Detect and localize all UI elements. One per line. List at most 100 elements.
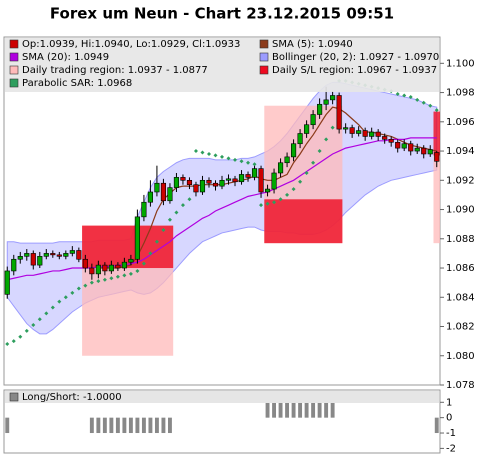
sar-dot xyxy=(109,276,114,281)
candle-body xyxy=(291,143,297,158)
plot-background xyxy=(3,36,441,386)
candle-body xyxy=(271,172,277,190)
sar-dot xyxy=(200,150,205,155)
candle-body xyxy=(258,168,264,193)
candle-body xyxy=(206,179,212,184)
sar-dot xyxy=(102,277,107,282)
y-tick-label: 1.090 xyxy=(446,205,475,216)
legend-swatch xyxy=(259,65,269,75)
bar xyxy=(311,402,316,418)
sar-dot xyxy=(252,162,257,167)
candle-body xyxy=(343,127,349,130)
sar-dot xyxy=(122,273,127,278)
sar-dot xyxy=(408,94,413,99)
candle-body xyxy=(37,256,43,266)
y-tick-label: 1.084 xyxy=(446,292,475,303)
region xyxy=(433,111,440,156)
bar xyxy=(265,402,270,418)
candle-body xyxy=(277,162,284,174)
y-tick-label: 1.086 xyxy=(446,263,475,274)
candle-body xyxy=(382,136,388,140)
sar-dot xyxy=(83,283,88,288)
candle-body xyxy=(375,131,381,137)
sar-dot xyxy=(421,100,426,105)
sar-dot xyxy=(115,274,120,279)
legend-background xyxy=(5,38,439,92)
candle-body xyxy=(56,254,62,257)
sar-dot xyxy=(298,179,303,184)
y-tick-label: 1.100 xyxy=(446,58,475,69)
bar xyxy=(434,417,439,434)
candle-body xyxy=(147,191,153,203)
y-tick-label: 1.088 xyxy=(446,234,475,245)
legend-background xyxy=(5,391,439,403)
bar xyxy=(135,417,140,434)
bar xyxy=(102,417,107,434)
sar-dot xyxy=(193,149,198,154)
sar-dot xyxy=(154,239,159,244)
legend-swatch xyxy=(9,78,19,88)
bar xyxy=(161,417,166,434)
candle-body xyxy=(24,253,30,257)
candle-body xyxy=(50,253,56,256)
bar xyxy=(317,402,322,418)
candle-body xyxy=(427,149,433,155)
candle-body xyxy=(134,216,140,260)
candle-body xyxy=(63,253,69,257)
sar-dot xyxy=(174,210,179,215)
candle-body xyxy=(245,174,251,178)
candle-body xyxy=(11,258,17,272)
candle-body xyxy=(128,258,134,263)
candle-body xyxy=(76,250,82,260)
candle-body xyxy=(317,103,323,115)
candle-body xyxy=(225,178,232,181)
bar xyxy=(115,417,120,434)
candle-body xyxy=(336,95,342,130)
candle-body xyxy=(304,124,310,134)
sar-dot xyxy=(415,97,420,102)
candle-body xyxy=(349,127,355,134)
candle-body xyxy=(408,143,414,152)
candle-body xyxy=(310,114,316,126)
bar xyxy=(291,402,296,418)
bar xyxy=(96,417,101,434)
legend-label: Op:1.0939, Hi:1.0940, Lo:1.0929, Cl:1.09… xyxy=(22,39,240,50)
candle-body xyxy=(297,133,303,145)
bar xyxy=(89,417,94,434)
candle-body xyxy=(89,267,95,275)
candle-body xyxy=(30,253,36,266)
bar xyxy=(5,417,10,434)
bar xyxy=(272,402,277,418)
y-tick-label: 1.082 xyxy=(446,322,475,333)
bar xyxy=(148,417,153,434)
candle-body xyxy=(102,264,108,272)
bar xyxy=(285,402,290,418)
legend-swatch xyxy=(259,39,269,49)
candle-body xyxy=(186,179,193,185)
bar xyxy=(278,402,283,418)
indicator-line xyxy=(7,137,437,281)
sar-dot xyxy=(76,286,81,291)
bar xyxy=(109,417,114,434)
bar xyxy=(304,402,309,418)
region xyxy=(82,225,174,269)
candle-body xyxy=(414,147,420,152)
chart-title: Forex um Neun - Chart 23.12.2015 09:51 xyxy=(50,5,394,23)
candle-body xyxy=(154,182,160,193)
y-tick-label: 1.096 xyxy=(446,117,475,128)
bar xyxy=(167,417,172,434)
y-tick-label: 0 xyxy=(446,413,452,424)
candle-body xyxy=(121,261,127,269)
sar-dot xyxy=(402,93,407,98)
sar-dot xyxy=(428,103,433,108)
candle-body xyxy=(264,188,271,193)
candle-body xyxy=(362,130,368,137)
y-tick-label: 1 xyxy=(446,397,452,408)
y-tick-label: 1.098 xyxy=(446,88,475,99)
candle-body xyxy=(199,179,206,193)
sar-dot xyxy=(259,203,264,208)
candle-body xyxy=(193,184,199,193)
candle-body xyxy=(4,270,10,295)
legend-label: Parabolic SAR: 1.0968 xyxy=(22,78,132,89)
sar-dot xyxy=(213,153,218,158)
